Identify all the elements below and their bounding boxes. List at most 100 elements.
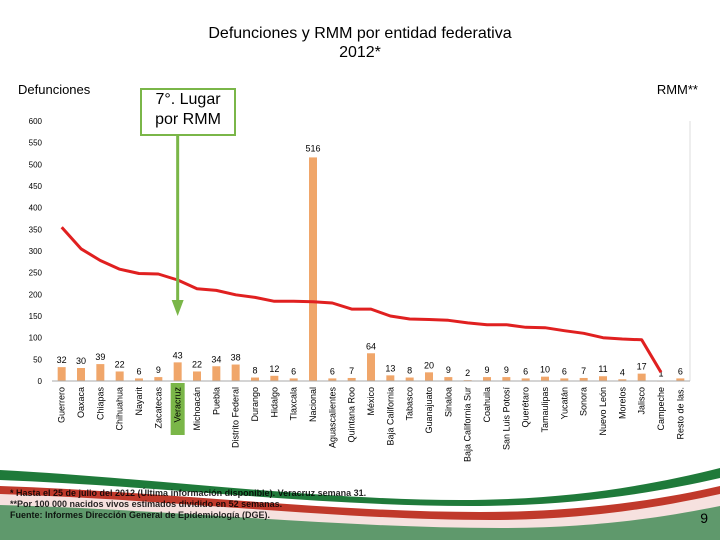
bar-value-label: 17 — [637, 362, 647, 372]
bar-value-label: 12 — [269, 364, 279, 374]
x-tick-label: Nacional — [308, 387, 318, 422]
bar-value-label: 39 — [95, 352, 105, 362]
x-tick-label: Veracruz — [173, 387, 183, 423]
bar-value-label: 32 — [57, 355, 67, 365]
bar-value-label: 8 — [407, 366, 412, 376]
callout-line1: 7°. Lugar — [155, 91, 221, 108]
x-tick-label: Coahuila — [482, 387, 492, 423]
x-tick-label: Yucatán — [559, 387, 569, 420]
footnote-source: Fuente: Informes Dirección General de Ep… — [10, 510, 271, 520]
bar — [405, 377, 414, 381]
x-tick-label: Tlaxcala — [289, 387, 299, 421]
x-tick-label: Chihuahua — [115, 387, 125, 431]
x-tick-label: México — [366, 387, 376, 416]
x-tick-label: Distrito Federal — [231, 387, 241, 448]
bar — [328, 378, 337, 381]
bar-value-label: 6 — [330, 366, 335, 376]
chart-title-line1: Defunciones y RMM por entidad federativa — [208, 25, 512, 42]
bar — [270, 375, 279, 381]
bar — [96, 364, 105, 381]
bar — [251, 377, 259, 381]
bar — [483, 377, 491, 381]
bar — [231, 364, 240, 381]
y-tick-label: 50 — [33, 355, 42, 364]
bar — [676, 378, 685, 381]
bar-value-label: 64 — [366, 341, 376, 351]
bar-value-label: 6 — [678, 366, 683, 376]
bar-value-label: 6 — [291, 366, 296, 376]
bar-value-label: 11 — [598, 364, 607, 374]
y-tick-label: 200 — [29, 290, 43, 299]
y-tick-label: 100 — [29, 334, 43, 343]
bar — [502, 377, 511, 381]
x-tick-label: Tabasco — [405, 387, 415, 421]
bar-value-label: 10 — [540, 365, 550, 375]
x-tick-label: Hidalgo — [269, 387, 279, 418]
footnotes: * Hasta el 25 de julio del 2012 (Última … — [10, 488, 366, 521]
y-tick-label: 600 — [29, 117, 43, 126]
x-tick-label: Morelos — [617, 387, 627, 420]
y-tick-label: 550 — [29, 139, 43, 148]
bar — [444, 377, 453, 381]
bar-value-label: 22 — [115, 359, 125, 369]
bar-value-label: 43 — [173, 350, 183, 360]
bar-value-label: 516 — [305, 143, 320, 153]
bar — [579, 377, 588, 381]
bar — [193, 371, 201, 381]
x-tick-label: Quintana Roo — [347, 387, 357, 443]
x-tick-label: Jalisco — [637, 387, 647, 415]
bar-value-label: 6 — [523, 366, 528, 376]
y-tick-label: 150 — [29, 312, 43, 321]
x-tick-label: Baja California Sur — [463, 387, 473, 462]
bar — [115, 371, 124, 381]
category-highlight — [170, 383, 185, 435]
y-tick-label: 350 — [29, 225, 43, 234]
chart-title-line2: 2012* — [339, 44, 381, 61]
x-tick-label: Guanajuato — [424, 387, 434, 434]
x-tick-label: Nuevo León — [598, 387, 608, 436]
bar-value-label: 8 — [252, 366, 257, 376]
left-axis-label: Defunciones — [18, 82, 91, 97]
bar-value-label: 13 — [385, 363, 395, 373]
bar — [154, 377, 163, 381]
bar — [637, 373, 646, 381]
y-tick-label: 300 — [29, 247, 43, 256]
bar — [347, 377, 356, 381]
bar-value-label: 6 — [136, 366, 141, 376]
bar — [309, 157, 317, 381]
x-tick-label: Zacatecas — [153, 387, 163, 429]
bar-value-label: 2 — [465, 368, 470, 378]
right-axis-label: RMM** — [656, 82, 698, 97]
x-tick-label: Michoacán — [192, 387, 202, 431]
bar-value-label: 38 — [231, 353, 241, 363]
y-tick-label: 450 — [29, 182, 43, 191]
bar-value-label: 1 — [658, 369, 663, 379]
bar-value-label: 7 — [349, 366, 354, 376]
callout-arrow-head — [171, 300, 184, 316]
x-tick-label: Nayarit — [134, 387, 144, 416]
bar — [541, 376, 549, 381]
bar — [57, 367, 66, 381]
bar — [560, 378, 569, 381]
footnote-1: * Hasta el 25 de julio del 2012 (Última … — [10, 488, 367, 498]
x-tick-label: Aguascalientes — [327, 387, 337, 449]
bar-value-label: 6 — [562, 366, 567, 376]
bar-value-label: 30 — [76, 356, 86, 366]
bar — [135, 378, 143, 381]
bar-value-label: 9 — [156, 365, 161, 375]
x-tick-label: Campeche — [656, 387, 666, 431]
x-tick-label: Sonora — [579, 387, 589, 416]
y-tick-label: 250 — [29, 269, 43, 278]
x-tick-label: Sinaloa — [443, 387, 453, 417]
bar — [425, 372, 433, 381]
y-tick-label: 500 — [29, 160, 43, 169]
bar — [521, 378, 530, 381]
x-tick-label: Oaxaca — [76, 387, 86, 418]
x-tick-label: Guerrero — [57, 387, 67, 423]
x-tick-label: Querétaro — [521, 387, 531, 428]
x-tick-label: Baja California — [385, 387, 395, 446]
bar — [289, 378, 298, 381]
bar — [386, 375, 395, 381]
bar-value-label: 9 — [446, 365, 451, 375]
